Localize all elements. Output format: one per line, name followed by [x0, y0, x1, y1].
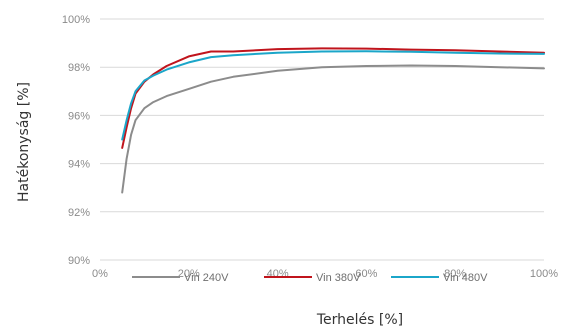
y-tick-label: 98% [68, 62, 90, 74]
x-tick-label: 40% [267, 268, 289, 280]
grid-layer [100, 18, 544, 261]
x-tick-label: 20% [178, 268, 200, 280]
legend-label: Vin 480V [443, 272, 488, 284]
x-tick-label: 80% [444, 268, 466, 280]
series-line-vin-380v [121, 47, 545, 149]
series-line-vin-240v [121, 64, 545, 194]
y-tick-label: 90% [68, 255, 90, 267]
legend-label: Vin 240V [184, 272, 229, 284]
y-tick-label: 92% [68, 207, 90, 219]
legend: Vin 240V Vin 380V Vin 480V [132, 272, 488, 284]
x-tick-label: 100% [530, 268, 558, 280]
x-tick-label: 60% [355, 268, 377, 280]
axis-layer: 90% 92% 94% 96% 98% 100% 0% 20% 40% 60% 80% 100% [62, 14, 558, 280]
x-tick-label: 0% [92, 268, 108, 280]
series-line-vin-480v [121, 50, 545, 141]
y-tick-label: 100% [62, 14, 90, 26]
x-axis-title: Terhelés [%] [316, 312, 403, 328]
y-tick-label: 94% [68, 159, 90, 171]
y-axis-title: Hatékonyság [%] [16, 82, 32, 202]
series-layer [121, 47, 545, 194]
y-tick-label: 96% [68, 110, 90, 122]
legend-label: Vin 380V [316, 272, 361, 284]
